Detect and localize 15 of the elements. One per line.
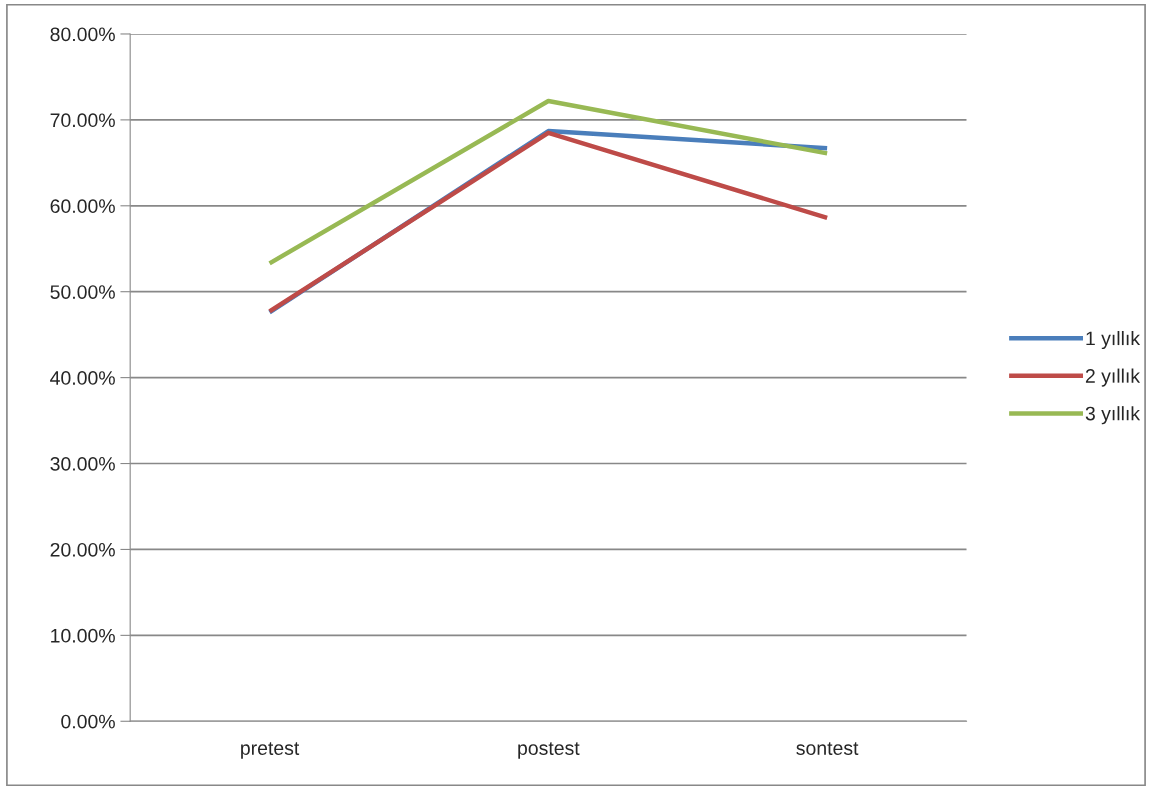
y-tick-label: 0.00% bbox=[61, 714, 115, 729]
x-tick-label: sontest bbox=[796, 742, 859, 755]
x-tick-label: postest bbox=[518, 742, 580, 759]
y-tick-label: 10.00% bbox=[51, 628, 115, 643]
x-tick-label: pretest bbox=[241, 742, 300, 759]
legend-label: 3 yıllık bbox=[1085, 406, 1141, 425]
y-tick-label: 30.00% bbox=[50, 457, 115, 471]
y-tick-label: 80.00% bbox=[50, 27, 115, 42]
y-tick-label: 60.00% bbox=[50, 199, 115, 214]
y-tick-label: 70.00% bbox=[50, 113, 115, 128]
y-tick-label: 50.00% bbox=[50, 285, 115, 299]
legend-label: 1 yıllık bbox=[1086, 330, 1141, 350]
legend-label: 2 yıllık bbox=[1085, 368, 1141, 387]
y-tick-label: 40.00% bbox=[50, 371, 115, 385]
y-tick-label: 20.00% bbox=[50, 542, 115, 557]
